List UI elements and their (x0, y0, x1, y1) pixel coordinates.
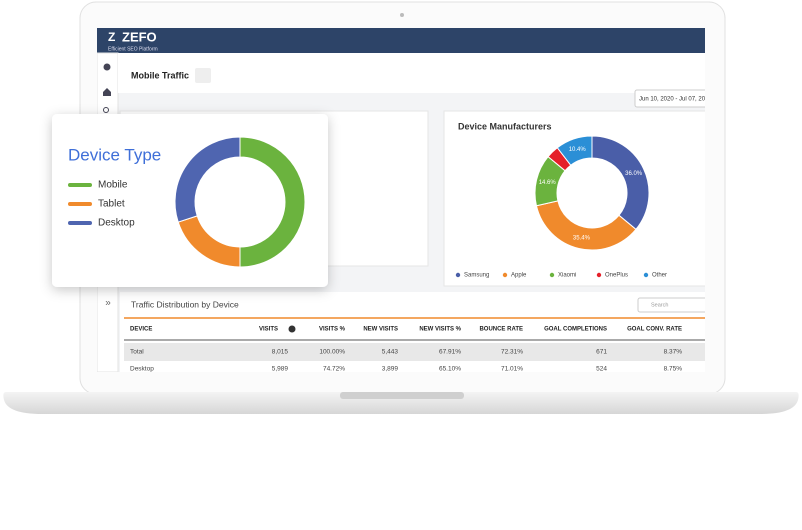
table-title: Traffic Distribution by Device (131, 299, 239, 309)
table-cell: 65.10% (439, 366, 461, 373)
data-label: 14.6% (539, 180, 557, 186)
column-header: BOUNCE RATE (479, 327, 523, 333)
card-title: Device Type (68, 145, 161, 164)
nav-icon[interactable] (103, 88, 111, 96)
nav-icon[interactable] (103, 63, 111, 71)
logo: ZEFO (122, 29, 157, 44)
table: DEVICE VISITS VISITS % NEW VISITS NEW VISITS… (130, 325, 683, 373)
donut-slice (556, 135, 593, 166)
table-cell: 72.31% (501, 349, 523, 356)
search-placeholder: Search (651, 302, 668, 308)
legend-label: Apple (511, 273, 527, 279)
table-cell: 671 (596, 349, 607, 356)
column-header: VISITS (259, 327, 278, 333)
date-range: Jun 10, 2020 - Jul 07, 20 (639, 97, 706, 103)
legend-swatch (455, 272, 461, 278)
charts: Mobile Tablet Desktop (68, 136, 306, 268)
column-header: VISITS % (319, 327, 346, 333)
table-cell: 8.75% (664, 366, 683, 373)
legend-label: Mobile (98, 180, 128, 191)
table-cell: 5,989 (272, 366, 289, 373)
date-picker[interactable] (634, 89, 715, 108)
donut-slice (535, 200, 637, 251)
table-cell: Desktop (130, 366, 154, 373)
column-header: GOAL COMPLETIONS (544, 327, 607, 333)
data-label: 35.4% (573, 235, 591, 241)
tagline: Efficient SEO Platform (108, 46, 158, 52)
row-bg (124, 343, 705, 361)
title-bar (118, 53, 705, 93)
expand-icon[interactable]: » (105, 298, 111, 309)
legend-label: Desktop (98, 218, 135, 229)
legend-label: Samsung (464, 273, 489, 279)
nav-icon[interactable] (103, 107, 109, 113)
table-cell: 8,015 (272, 349, 289, 356)
legend-label: Xiaomi (558, 273, 576, 279)
donut-slice (174, 136, 241, 223)
legend-swatch (549, 272, 555, 278)
column-header: NEW VISITS % (419, 327, 461, 333)
search-box[interactable] (637, 297, 708, 313)
table-cell: 524 (596, 366, 607, 373)
legend-label: Tablet (98, 199, 125, 210)
legend-label: OnePlus (605, 273, 628, 279)
donut-slice (239, 136, 306, 268)
legend-swatch (643, 272, 649, 278)
chart-title: Device Manufacturers (458, 121, 552, 131)
laptop-notch (340, 392, 464, 399)
page-title: Mobile Traffic (131, 70, 189, 80)
sort-icon[interactable] (288, 325, 296, 333)
data-label: 36.0% (625, 171, 643, 177)
legend-swatch (502, 272, 508, 278)
column-header: GOAL CONV. RATE (627, 327, 682, 333)
laptop-base (3, 392, 799, 414)
table-cell: 74.72% (323, 366, 345, 373)
table-cell: Total (130, 349, 144, 356)
table-cell: 5,443 (382, 349, 399, 356)
legend-swatch (596, 272, 602, 278)
column-header: NEW VISITS (363, 327, 398, 333)
legend-label: Other (652, 273, 667, 279)
filter-button[interactable] (195, 68, 211, 83)
camera (400, 13, 404, 17)
table-cell: 71.01% (501, 366, 523, 373)
logo-mark: Z (108, 30, 115, 44)
data-label: 10.4% (569, 147, 587, 153)
table-cell: 100.00% (319, 349, 345, 356)
table-cell: 3,899 (382, 366, 399, 373)
top-bar (97, 28, 705, 53)
table-cell: 8.37% (664, 349, 683, 356)
table-cell: 67.91% (439, 349, 461, 356)
column-header: DEVICE (130, 327, 152, 333)
